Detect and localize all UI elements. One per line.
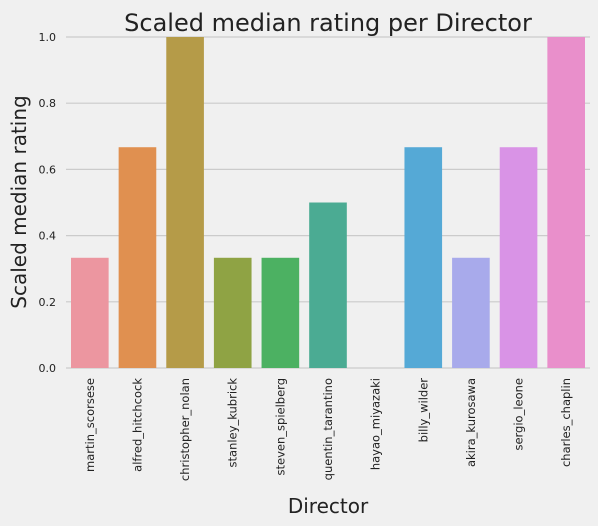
x-tick-label: billy_wilder bbox=[416, 378, 430, 443]
y-tick-label: 0.8 bbox=[39, 97, 57, 110]
bar-martin-scorsese bbox=[71, 258, 109, 368]
bar-sergio-leone bbox=[500, 147, 538, 368]
chart-title: Scaled median rating per Director bbox=[124, 9, 532, 37]
x-tick-label: quentin_tarantino bbox=[321, 378, 335, 480]
x-tick-label: hayao_miyazaki bbox=[369, 378, 383, 470]
y-tick-label: 0.4 bbox=[39, 230, 57, 243]
bar-quentin-tarantino bbox=[309, 203, 347, 369]
bar-christopher-nolan bbox=[166, 37, 204, 368]
x-tick-label: steven_spielberg bbox=[273, 378, 287, 475]
x-tick-label: alfred_hitchcock bbox=[130, 378, 144, 472]
y-axis-label: Scaled median rating bbox=[7, 95, 31, 308]
bar-billy-wilder bbox=[404, 147, 442, 368]
y-tick-label: 0.2 bbox=[39, 296, 57, 309]
x-tick-label: charles_chaplin bbox=[559, 378, 573, 467]
x-tick-label: sergio_leone bbox=[512, 378, 526, 451]
y-tick-label: 0.6 bbox=[39, 163, 57, 176]
y-tick-label: 1.0 bbox=[39, 31, 57, 44]
x-tick-label: akira_kurosawa bbox=[464, 378, 478, 467]
bar-alfred-hitchcock bbox=[119, 147, 157, 368]
x-tick-label: christopher_nolan bbox=[178, 378, 192, 481]
bar-akira-kurosawa bbox=[452, 258, 490, 368]
bar-stanley-kubrick bbox=[214, 258, 252, 368]
x-axis-label: Director bbox=[288, 494, 369, 518]
x-tick-label: stanley_kubrick bbox=[226, 378, 240, 468]
y-tick-label: 0.0 bbox=[39, 362, 57, 375]
y-tick-labels: 0.0 0.2 0.4 0.6 0.8 1.0 bbox=[39, 31, 57, 375]
bar-charles-chaplin bbox=[547, 37, 585, 368]
bar-steven-spielberg bbox=[262, 258, 300, 368]
bars bbox=[71, 37, 585, 368]
x-tick-labels: martin_scorsese alfred_hitchcock christoph… bbox=[83, 378, 573, 481]
x-tick-label: martin_scorsese bbox=[83, 378, 97, 472]
